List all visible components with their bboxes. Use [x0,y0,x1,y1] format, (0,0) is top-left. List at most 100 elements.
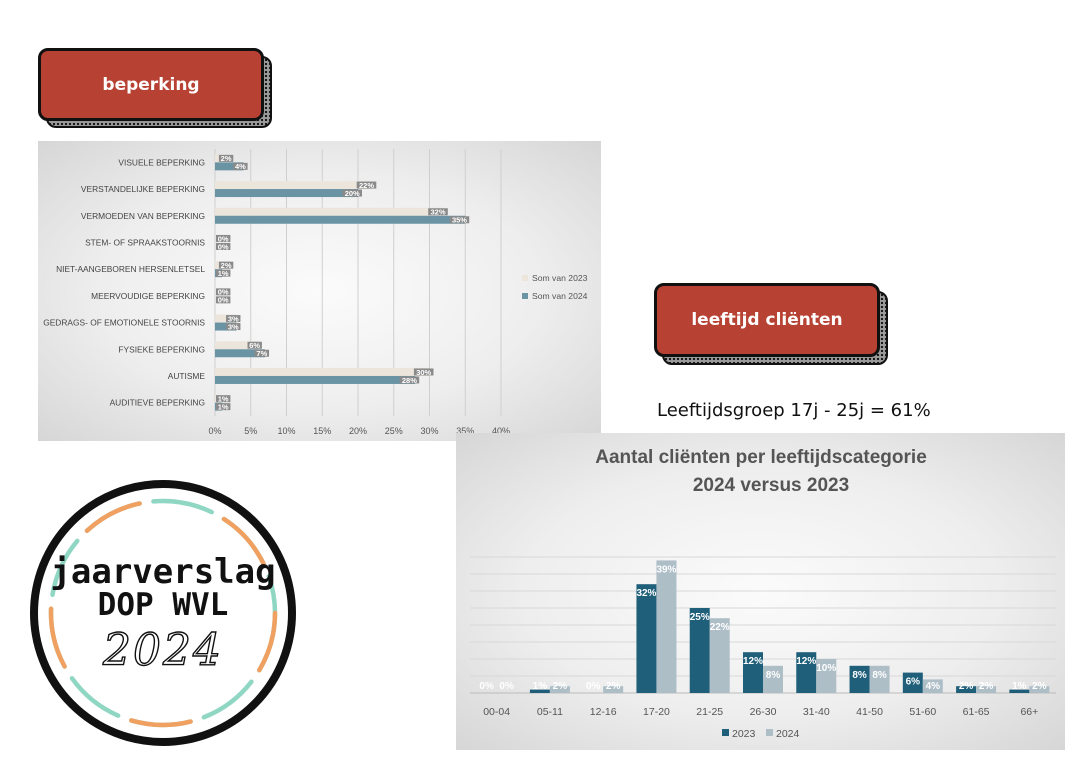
bar-2024 [603,686,624,693]
bar-som-van-2024 [215,162,244,171]
data-label-bg [218,261,234,269]
category-label: 31-40 [803,706,830,718]
category-label: 51-60 [909,706,936,718]
data-label-bg [254,349,270,357]
bar-som-van-2023 [215,341,258,350]
data-label: 1% [1012,681,1027,692]
bar-2023 [796,652,817,693]
logo-year: 2024 [102,625,223,676]
data-label: 7% [256,349,267,358]
bar-2023 [902,672,923,693]
category-label: 00-04 [483,706,510,718]
bar-som-van-2023 [215,314,237,323]
section-badge-beperking: beperking [38,48,264,121]
data-label-bg [247,341,262,349]
data-label: 2% [1032,681,1047,692]
category-label: 05-11 [537,706,563,718]
logo-line2: DOP WVL [98,587,229,623]
data-label: 32% [430,208,445,217]
bar-2023 [849,665,870,693]
bar-2024 [976,686,997,693]
data-label: 28% [402,376,417,385]
category-label: 66+ [1020,706,1038,718]
category-label: 12-16 [590,706,617,718]
data-label-bg [399,376,420,384]
data-label-bg [226,315,241,323]
x-tick-label: 15% [313,426,331,436]
data-label: 0% [479,681,494,692]
x-tick-label: 20% [349,426,367,436]
bar-2024 [656,560,677,693]
data-label: 32% [636,588,656,599]
data-label: 12% [743,656,763,667]
data-label: 20% [345,189,360,198]
bar-2023 [1009,689,1030,693]
bar-2024 [816,659,837,693]
bar-2023 [529,689,550,693]
data-label: 1% [218,269,229,278]
data-label: 0% [499,681,514,692]
legend-label: Som van 2023 [532,273,588,283]
data-label: 3% [228,314,239,323]
data-label: 6% [249,341,260,350]
legend-label: Som van 2024 [532,291,588,301]
x-tick-label: 5% [244,426,257,436]
data-label: 0% [218,288,229,297]
data-label: 30% [416,368,431,377]
data-label: 12% [796,656,816,667]
data-label: 10% [816,663,836,674]
legend-swatch [522,275,528,281]
category-label: 41-50 [856,706,883,718]
data-label: 8% [872,670,887,681]
data-label: 2% [979,681,994,692]
bar-2024 [709,618,730,693]
chart-beperking-panel: 0% 5% 10% 15% 20% 25% 30% 35% 40% VISUELE BEPERKI… [38,141,601,441]
data-label-bg [449,216,470,224]
jaarverslag-logo: jaarverslag DOP WVL 2024 [30,480,296,746]
data-label: 1% [533,681,548,692]
bar-2024 [922,679,943,693]
data-label: 6% [906,677,921,688]
data-label: 8% [766,670,781,681]
bar-2023 [689,608,710,693]
bar-2023 [636,584,657,693]
logo-accent-ring-orange [48,498,278,728]
category-label: NIET-AANGEBOREN HERSENLETSEL [56,264,205,274]
bar-som-van-2024 [215,349,266,358]
bar-2024 [869,665,890,693]
bar-som-van-2023 [215,367,430,376]
data-label: 2% [221,154,232,163]
chart-subtitle: 2024 versus 2023 [693,475,849,496]
category-label: VERMOEDEN VAN BEPERKING [81,211,205,221]
data-label-bg [216,269,231,277]
category-label: VISUELE BEPERKING [118,157,205,167]
legend-swatch [522,293,528,299]
bar-som-van-2023 [215,181,373,190]
x-tick-label: 40% [492,426,510,436]
legend-label: 2024 [776,728,800,740]
category-label: 17-20 [643,706,670,718]
legend-swatch [722,729,729,736]
bar-2024 [763,665,783,693]
data-label-bg [216,296,231,304]
category-label: MEERVOUDIGE BEPERKING [91,291,205,301]
bar-som-van-2024 [215,215,466,224]
data-label-bg [216,395,231,403]
data-label: 39% [656,564,676,575]
bar-2024 [1029,686,1050,693]
data-label: 25% [690,612,710,623]
category-label: STEM- OF SPRAAKSTOORNIS [85,237,205,247]
data-label-bg [216,403,231,411]
bar-2023 [956,686,977,693]
data-label-bg [216,288,231,296]
data-label: 0% [586,681,601,692]
data-label-bg [226,323,241,331]
category-label: 61-65 [963,706,990,718]
bar-som-van-2024 [215,375,416,384]
data-label: 2% [959,681,974,692]
data-label: 4% [926,681,941,692]
data-label: 4% [235,162,246,171]
chart-beperking: 0% 5% 10% 15% 20% 25% 30% 35% 40% VISUELE BEPERKI… [43,149,588,436]
data-label-bg [216,234,231,242]
chart-leeftijd-panel: Aantal cliënten per leeftijdscategorie 20… [456,433,1065,750]
